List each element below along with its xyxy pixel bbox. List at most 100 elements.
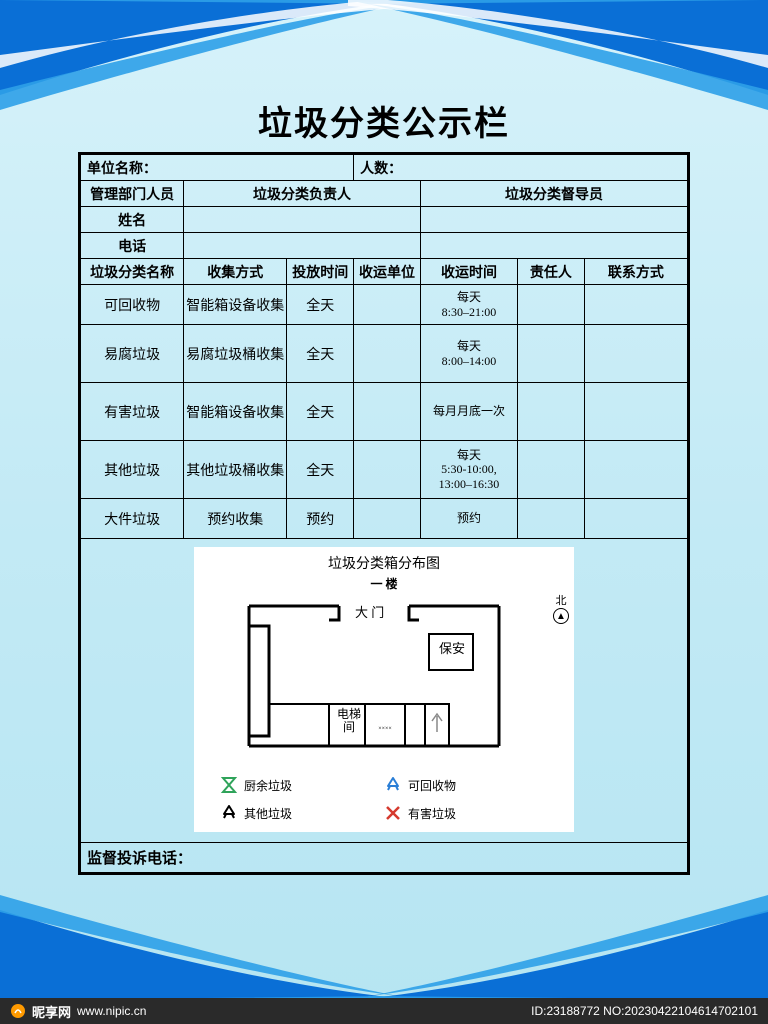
table-row: 可回收物 智能箱设备收集 全天 每天8:30–21:00 xyxy=(81,285,688,325)
cross-icon xyxy=(384,804,402,822)
cell-name: 易腐垃圾 xyxy=(81,325,184,383)
legend-item: 厨余垃圾 xyxy=(220,776,384,794)
role-name-1 xyxy=(184,207,421,233)
cell-ship: 每天8:00–14:00 xyxy=(420,325,517,383)
column-header-row: 垃圾分类名称 收集方式 投放时间 收运单位 收运时间 责任人 联系方式 xyxy=(81,259,688,285)
cell-name: 大件垃圾 xyxy=(81,499,184,539)
gate-label: 大 门 xyxy=(355,602,384,621)
role-phone-1 xyxy=(184,233,421,259)
recycle-icon xyxy=(220,804,238,822)
cell-name: 有害垃圾 xyxy=(81,383,184,441)
map-wrap: 垃圾分类箱分布图 一 楼 北 ▲ xyxy=(81,539,687,842)
unit-label: 单位名称： xyxy=(81,155,354,181)
watermark-id: ID:23188772 NO:20230422104614702101 xyxy=(531,1004,758,1018)
role-header-0: 管理部门人员 xyxy=(81,181,184,207)
cell-contact xyxy=(584,285,687,325)
complaint-label: 监督投诉电话： xyxy=(81,843,688,873)
count-label: 人数： xyxy=(354,155,688,181)
swoosh-bottom-left xyxy=(0,890,420,1000)
cell-unit xyxy=(354,499,421,539)
watermark-url: www.nipic.cn xyxy=(77,1004,146,1018)
watermark-name: 昵享网 xyxy=(32,1002,71,1021)
table-row: 易腐垃圾 易腐垃圾桶收集 全天 每天8:00–14:00 xyxy=(81,325,688,383)
col-4: 收运时间 xyxy=(420,259,517,285)
cell-ship: 每天5:30-10:00,13:00–16:30 xyxy=(420,441,517,499)
role-header-2: 垃圾分类督导员 xyxy=(420,181,687,207)
legend: 厨余垃圾 可回收物 其他垃圾 xyxy=(202,776,566,822)
cell-put: 全天 xyxy=(287,325,354,383)
legend-item: 有害垃圾 xyxy=(384,804,548,822)
cell-contact xyxy=(584,383,687,441)
compass-icon: ▲ xyxy=(553,608,569,624)
watermark-bar: 昵享网 www.nipic.cn ID:23188772 NO:20230422… xyxy=(0,998,768,1024)
col-5: 责任人 xyxy=(518,259,585,285)
cell-person xyxy=(518,383,585,441)
unit-row: 单位名称： 人数： xyxy=(81,155,688,181)
map-title: 垃圾分类箱分布图 xyxy=(202,553,566,573)
map-floor: 一 楼 xyxy=(202,575,566,592)
cell-contact xyxy=(584,499,687,539)
table-row: 有害垃圾 智能箱设备收集 全天 每月月底一次 xyxy=(81,383,688,441)
cell-method: 其他垃圾桶收集 xyxy=(184,441,287,499)
cell-method: 智能箱设备收集 xyxy=(184,285,287,325)
cell-name: 其他垃圾 xyxy=(81,441,184,499)
compass: 北 ▲ xyxy=(553,592,569,624)
role-name-row: 姓名 xyxy=(81,207,688,233)
cell-person xyxy=(518,499,585,539)
cell-ship: 每天8:30–21:00 xyxy=(420,285,517,325)
cell-unit xyxy=(354,383,421,441)
north-label: 北 xyxy=(556,595,567,607)
role-header-row: 管理部门人员 垃圾分类负责人 垃圾分类督导员 xyxy=(81,181,688,207)
col-0: 垃圾分类名称 xyxy=(81,259,184,285)
cell-contact xyxy=(584,325,687,383)
cell-ship: 每月月底一次 xyxy=(420,383,517,441)
role-phone-label: 电话 xyxy=(81,233,184,259)
floorplan: 北 ▲ xyxy=(239,596,529,766)
complaint-row: 监督投诉电话： xyxy=(81,843,688,873)
recycle-icon xyxy=(384,776,402,794)
info-table: 单位名称： 人数： 管理部门人员 垃圾分类负责人 垃圾分类督导员 姓名 电话 xyxy=(80,154,688,873)
floor-map: 垃圾分类箱分布图 一 楼 北 ▲ xyxy=(194,547,574,832)
legend-item: 可回收物 xyxy=(384,776,548,794)
table-row: 大件垃圾 预约收集 预约 预约 xyxy=(81,499,688,539)
table-row: 其他垃圾 其他垃圾桶收集 全天 每天5:30-10:00,13:00–16:30 xyxy=(81,441,688,499)
role-name-label: 姓名 xyxy=(81,207,184,233)
cell-put: 全天 xyxy=(287,285,354,325)
map-row: 垃圾分类箱分布图 一 楼 北 ▲ xyxy=(81,539,688,843)
cell-ship: 预约 xyxy=(420,499,517,539)
legend-label: 厨余垃圾 xyxy=(244,777,292,794)
board: 单位名称： 人数： 管理部门人员 垃圾分类负责人 垃圾分类督导员 姓名 电话 xyxy=(78,152,690,875)
elevator-label: 电梯间 xyxy=(335,708,363,734)
cell-contact xyxy=(584,441,687,499)
legend-label: 可回收物 xyxy=(408,777,456,794)
legend-label: 其他垃圾 xyxy=(244,805,292,822)
col-2: 投放时间 xyxy=(287,259,354,285)
cell-unit xyxy=(354,441,421,499)
swoosh-bottom-right xyxy=(348,890,768,1000)
cell-person xyxy=(518,285,585,325)
cell-method: 易腐垃圾桶收集 xyxy=(184,325,287,383)
cell-unit xyxy=(354,285,421,325)
watermark-brand: 昵享网 www.nipic.cn xyxy=(10,1002,146,1021)
role-phone-2 xyxy=(420,233,687,259)
col-6: 联系方式 xyxy=(584,259,687,285)
cell-put: 全天 xyxy=(287,383,354,441)
legend-label: 有害垃圾 xyxy=(408,805,456,822)
col-1: 收集方式 xyxy=(184,259,287,285)
guard-label: 保安 xyxy=(439,642,465,656)
page-title: 垃圾分类公示栏 xyxy=(0,96,768,145)
role-phone-row: 电话 xyxy=(81,233,688,259)
cell-person xyxy=(518,441,585,499)
role-name-2 xyxy=(420,207,687,233)
floorplan-svg: ×××× xyxy=(239,596,529,766)
cell-method: 预约收集 xyxy=(184,499,287,539)
role-header-1: 垃圾分类负责人 xyxy=(184,181,421,207)
logo-icon xyxy=(10,1003,26,1019)
legend-item: 其他垃圾 xyxy=(220,804,384,822)
col-3: 收运单位 xyxy=(354,259,421,285)
cell-unit xyxy=(354,325,421,383)
page: 垃圾分类公示栏 单位名称： 人数： 管理部门人员 垃圾分类负责人 垃圾分类督导员… xyxy=(0,0,768,1024)
cell-put: 全天 xyxy=(287,441,354,499)
svg-text:××××: ×××× xyxy=(378,726,392,732)
cell-method: 智能箱设备收集 xyxy=(184,383,287,441)
